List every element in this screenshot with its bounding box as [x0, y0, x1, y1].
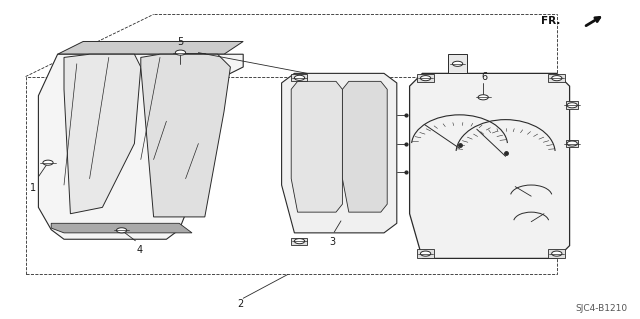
- Bar: [548, 74, 565, 82]
- Polygon shape: [58, 41, 243, 54]
- Bar: [566, 140, 578, 147]
- Text: SJC4-B1210: SJC4-B1210: [575, 304, 627, 313]
- Circle shape: [175, 50, 186, 55]
- Bar: [566, 101, 578, 109]
- Text: 2: 2: [237, 299, 243, 309]
- Polygon shape: [64, 54, 141, 214]
- FancyBboxPatch shape: [291, 238, 307, 245]
- Bar: [548, 249, 565, 258]
- Polygon shape: [282, 73, 397, 233]
- Text: 1: 1: [30, 183, 36, 193]
- Circle shape: [552, 76, 562, 81]
- Circle shape: [420, 76, 431, 81]
- Circle shape: [420, 251, 431, 256]
- Circle shape: [478, 95, 488, 100]
- Circle shape: [116, 228, 127, 233]
- Circle shape: [567, 103, 577, 108]
- Bar: [26, 77, 557, 274]
- Circle shape: [43, 160, 53, 165]
- Polygon shape: [448, 54, 467, 73]
- Polygon shape: [342, 81, 387, 212]
- Polygon shape: [51, 223, 192, 233]
- Polygon shape: [38, 54, 243, 239]
- Circle shape: [294, 75, 305, 80]
- Text: FR.: FR.: [541, 16, 560, 26]
- Circle shape: [294, 239, 305, 244]
- Polygon shape: [141, 54, 230, 217]
- Text: 4: 4: [136, 245, 143, 256]
- Circle shape: [452, 61, 463, 66]
- Polygon shape: [291, 81, 342, 212]
- Polygon shape: [410, 73, 570, 258]
- Bar: [417, 74, 434, 82]
- Circle shape: [552, 251, 562, 256]
- Circle shape: [567, 141, 577, 146]
- Text: 6: 6: [481, 72, 488, 82]
- FancyBboxPatch shape: [291, 74, 307, 81]
- Bar: [417, 249, 434, 258]
- Text: 5: 5: [177, 37, 184, 47]
- Text: 3: 3: [330, 237, 336, 248]
